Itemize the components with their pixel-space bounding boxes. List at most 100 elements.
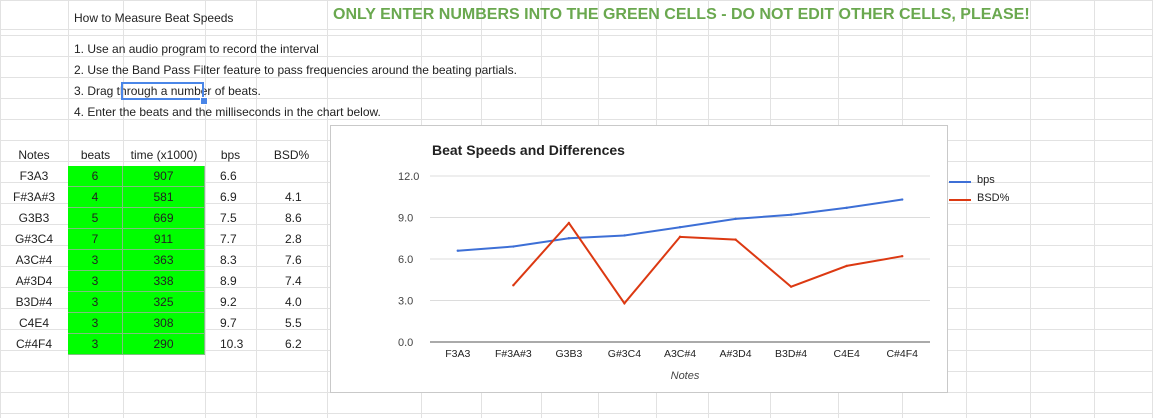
- cell-beats[interactable]: 3: [68, 292, 123, 313]
- cell-time[interactable]: 338: [123, 271, 205, 292]
- cell-bsd[interactable]: 8.6: [285, 211, 302, 225]
- cell-beats[interactable]: 7: [68, 229, 123, 250]
- legend-swatch: [949, 199, 971, 201]
- grid-col-line: [205, 0, 206, 418]
- cell-bps[interactable]: 7.5: [220, 211, 237, 225]
- cell-time[interactable]: 669: [123, 208, 205, 229]
- cell-bps[interactable]: 10.3: [220, 337, 244, 351]
- cell-notes[interactable]: F3A3: [19, 169, 49, 183]
- cell-bsd[interactable]: [256, 166, 327, 187]
- cell-beats[interactable]: 5: [68, 208, 123, 229]
- data-point: [789, 285, 793, 288]
- cell-notes[interactable]: C4E4: [18, 316, 50, 330]
- legend-swatch: [949, 181, 971, 183]
- cell-time[interactable]: 907: [123, 166, 205, 187]
- cell-beats[interactable]: 4: [68, 187, 123, 208]
- grid-col-line: [256, 0, 257, 418]
- grid-row-line: [0, 413, 1153, 414]
- cell-notes[interactable]: B3D#4: [15, 295, 53, 309]
- cell-time[interactable]: 325: [123, 292, 205, 313]
- cell-bsd[interactable]: 5.5: [285, 316, 302, 330]
- instruction-1[interactable]: 1. Use an audio program to record the in…: [74, 42, 319, 56]
- grid-col-line: [966, 0, 967, 418]
- series-line-bps: [457, 198, 903, 252]
- grid-row-line: [0, 35, 1153, 36]
- sheet-title-cell[interactable]: How to Measure Beat Speeds: [74, 11, 234, 25]
- cell-bsd[interactable]: 6.2: [285, 337, 302, 351]
- cell-bsd[interactable]: 4.1: [285, 190, 302, 204]
- cell-time[interactable]: 581: [123, 187, 205, 208]
- grid-col-line: [0, 0, 1, 418]
- grid-row-line: [0, 29, 1153, 30]
- x-tick-label: A3C#4: [664, 348, 696, 360]
- cell-notes[interactable]: G3B3: [18, 211, 50, 225]
- cell-notes[interactable]: A3C#4: [15, 253, 53, 267]
- grid-col-line: [327, 0, 328, 418]
- cell-time[interactable]: 363: [123, 250, 205, 271]
- cell-bps[interactable]: 9.2: [220, 295, 237, 309]
- cell-time[interactable]: 308: [123, 313, 205, 334]
- x-tick-label: F3A3: [445, 348, 470, 360]
- cell-bps[interactable]: 9.7: [220, 316, 237, 330]
- x-tick-label: G3B3: [555, 348, 582, 360]
- legend-label: BSD%: [977, 192, 1010, 204]
- cell-bsd[interactable]: 2.8: [285, 232, 302, 246]
- cell-bsd[interactable]: 7.4: [285, 274, 302, 288]
- cell-notes[interactable]: A#3D4: [15, 274, 53, 288]
- x-tick-label: C#4F4: [886, 348, 918, 360]
- header-bsd[interactable]: BSD%: [273, 148, 310, 162]
- grid-row-line: [0, 77, 1153, 78]
- cell-bsd[interactable]: 4.0: [285, 295, 302, 309]
- cell-notes[interactable]: G#3C4: [14, 232, 54, 246]
- cell-bps[interactable]: 8.9: [220, 274, 237, 288]
- x-tick-label: B3D#4: [775, 348, 807, 360]
- grid-col-line: [1094, 0, 1095, 418]
- cell-beats[interactable]: 3: [68, 271, 123, 292]
- cell-bps[interactable]: 6.6: [220, 169, 237, 183]
- data-point: [567, 237, 571, 240]
- cell-notes[interactable]: F#3A#3: [12, 190, 56, 204]
- y-tick-label: 12.0: [398, 171, 419, 183]
- cell-beats[interactable]: 3: [68, 250, 123, 271]
- header-notes[interactable]: Notes: [18, 148, 50, 162]
- data-point: [456, 249, 459, 252]
- cell-beats[interactable]: 3: [68, 334, 123, 355]
- cell-bps[interactable]: 6.9: [220, 190, 237, 204]
- data-point: [845, 264, 848, 268]
- grid-row-line: [0, 98, 1153, 99]
- data-point: [623, 302, 626, 305]
- data-point: [678, 235, 682, 239]
- series-line-bsd: [512, 221, 903, 305]
- legend-label: bps: [977, 174, 995, 186]
- fill-handle[interactable]: [200, 97, 208, 105]
- x-tick-label: C4E4: [834, 348, 860, 360]
- header-beats[interactable]: beats: [80, 148, 111, 162]
- grid-row-line: [0, 119, 1153, 120]
- grid-row-line: [0, 0, 1153, 1]
- header-bps[interactable]: bps: [220, 148, 241, 162]
- header-time[interactable]: time (x1000): [130, 148, 198, 162]
- instruction-4[interactable]: 4. Enter the beats and the milliseconds …: [74, 105, 381, 119]
- selected-cell-outline[interactable]: [121, 82, 204, 100]
- line-chart: 0.0 3.0 6.0 9.0 12.0 F3A3 F#3A#3 G3B3 G#3C4 A3C#4…: [398, 171, 930, 382]
- instruction-3[interactable]: 3. Drag through a number of beats.: [74, 84, 261, 98]
- y-tick-label: 0.0: [398, 337, 413, 349]
- warning-banner: ONLY ENTER NUMBERS INTO THE GREEN CELLS …: [333, 6, 1030, 23]
- data-point: [845, 206, 848, 210]
- y-tick-label: 9.0: [398, 213, 413, 225]
- cell-bps[interactable]: 7.7: [220, 232, 237, 246]
- data-point: [678, 225, 682, 229]
- y-tick-label: 3.0: [398, 296, 413, 308]
- cell-beats[interactable]: 3: [68, 313, 123, 334]
- data-point: [567, 221, 571, 225]
- cell-notes[interactable]: C#4F4: [15, 337, 53, 351]
- instruction-2[interactable]: 2. Use the Band Pass Filter feature to p…: [74, 63, 517, 77]
- cell-bps[interactable]: 8.3: [220, 253, 237, 267]
- grid-row-line: [0, 56, 1153, 57]
- cell-time[interactable]: 290: [123, 334, 205, 355]
- cell-time[interactable]: 911: [123, 229, 205, 250]
- data-point: [901, 255, 904, 258]
- cell-bsd[interactable]: 7.6: [285, 253, 302, 267]
- data-point: [623, 234, 626, 237]
- cell-beats[interactable]: 6: [68, 166, 123, 187]
